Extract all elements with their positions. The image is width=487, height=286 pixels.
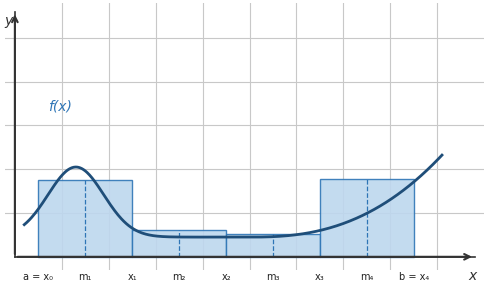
Text: a = x₀: a = x₀ xyxy=(23,272,54,282)
Text: x₁: x₁ xyxy=(128,272,137,282)
Text: x₂: x₂ xyxy=(221,272,231,282)
Text: f(x): f(x) xyxy=(48,99,72,113)
Bar xyxy=(132,230,226,257)
Bar xyxy=(38,180,132,257)
Text: x₃: x₃ xyxy=(315,272,325,282)
Text: y: y xyxy=(4,14,13,28)
Bar xyxy=(320,179,414,257)
Text: m₄: m₄ xyxy=(360,272,374,282)
Text: m₃: m₃ xyxy=(266,272,280,282)
Text: m₂: m₂ xyxy=(172,272,186,282)
Text: b = x₄: b = x₄ xyxy=(399,272,429,282)
Text: x: x xyxy=(468,269,477,283)
Text: m₁: m₁ xyxy=(78,272,92,282)
Bar xyxy=(226,234,320,257)
